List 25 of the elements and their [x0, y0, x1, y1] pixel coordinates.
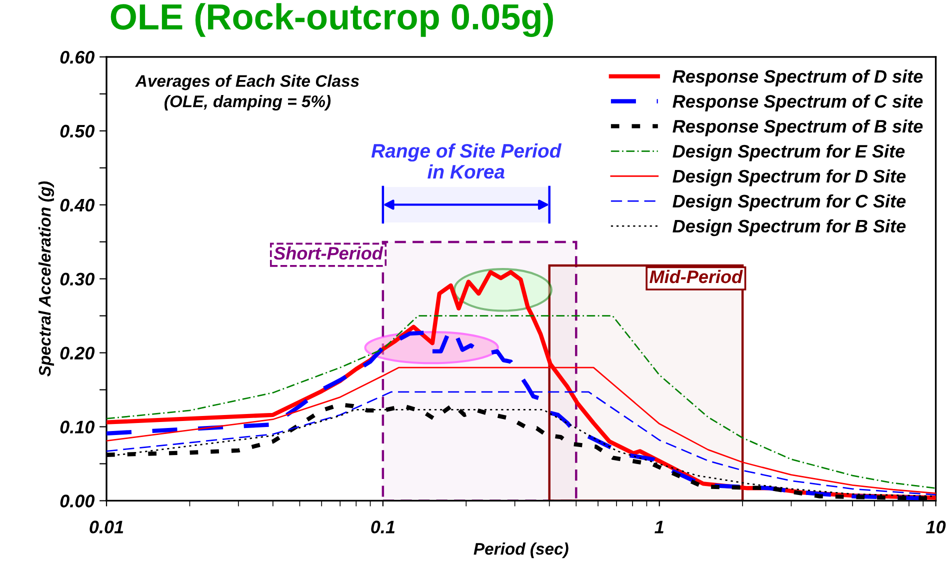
y-tick-label: 0.50 — [60, 124, 95, 138]
y-tick-label: 0.30 — [60, 272, 95, 286]
y-axis-title: Spectral Acceleration (g) — [38, 181, 54, 376]
band-label: Mid-Period — [650, 270, 743, 284]
legend-label: Design Spectrum for C Site — [672, 194, 906, 212]
y-tick-label: 0.10 — [60, 420, 95, 434]
band-label: Short-Period — [274, 246, 384, 260]
x-tick-label: 10 — [926, 520, 946, 534]
legend-label: Design Spectrum for B Site — [672, 219, 906, 236]
annotation: Averages of Each Site Class (OLE, damping = 5%) — [135, 74, 360, 111]
y-tick-label: 0.20 — [60, 346, 95, 360]
x-tick-label: 0.1 — [371, 520, 395, 534]
chart-title: OLE (Rock-outcrop 0.05g) — [110, 3, 553, 37]
y-tick-label: 0.60 — [60, 50, 95, 64]
x-axis-title: Period (sec) — [474, 542, 568, 558]
legend-label: Response Spectrum of D site — [672, 70, 923, 86]
legend-label: Response Spectrum of C site — [672, 94, 923, 112]
x-tick-label: 0.01 — [90, 520, 124, 534]
legend-label: Response Spectrum of B site — [672, 119, 923, 136]
legend-label: Design Spectrum for E Site — [672, 144, 905, 162]
band-label: Range of Site Period in Korea — [371, 143, 562, 179]
y-tick-label: 0.00 — [60, 494, 95, 508]
y-tick-label: 0.40 — [60, 198, 95, 212]
x-tick-label: 1 — [654, 520, 664, 534]
legend-label: Design Spectrum for D Site — [672, 169, 906, 186]
